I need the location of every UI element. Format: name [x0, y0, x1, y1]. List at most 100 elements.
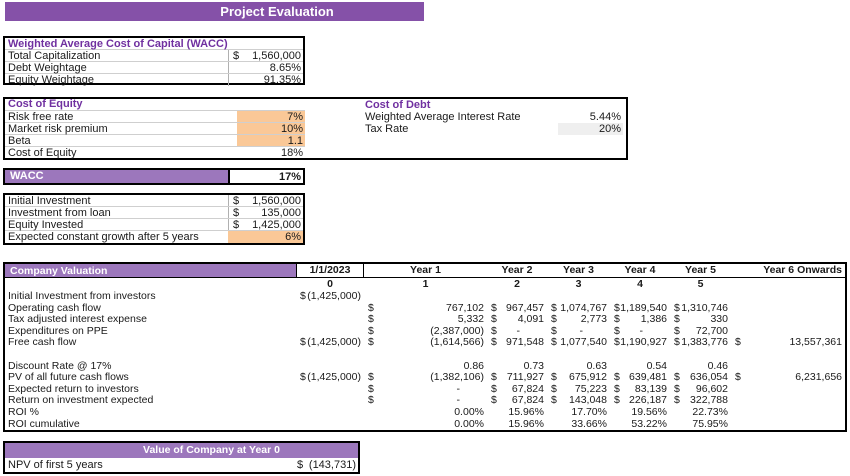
value-cell[interactable]: 22.73%: [670, 406, 731, 419]
row-label[interactable]: Tax adjusted interest expense: [8, 314, 147, 326]
row-label[interactable]: Cost of Equity: [8, 147, 77, 159]
column-header-year4[interactable]: Year 4: [610, 264, 670, 278]
value-cell[interactable]: [731, 384, 845, 396]
value-cell[interactable]: [731, 419, 845, 431]
value-cell[interactable]: $ (1,425,000): [296, 337, 364, 349]
value-cell[interactable]: $ 1,560,000: [228, 50, 303, 62]
row-label[interactable]: Equity Weightage: [8, 74, 95, 86]
row-label[interactable]: Tax Rate: [365, 123, 409, 135]
value-cell[interactable]: 0.63: [547, 360, 610, 373]
value-cell[interactable]: $67,824: [487, 395, 547, 407]
wacc-result-value-cell[interactable]: 17%: [228, 170, 303, 183]
value-cell[interactable]: $ (2,387,000): [364, 325, 487, 338]
value-cell[interactable]: [296, 349, 364, 361]
index-cell[interactable]: 3: [575, 278, 582, 290]
value-cell[interactable]: $96,602: [670, 383, 731, 396]
value-cell[interactable]: [670, 349, 731, 361]
value-cell[interactable]: [670, 291, 731, 303]
row-label[interactable]: NPV of first 5 years: [8, 459, 103, 471]
value-cell[interactable]: 15.96%: [487, 418, 547, 431]
index-cell[interactable]: 0: [327, 278, 333, 290]
value-cell-highlighted[interactable]: 7%: [237, 111, 305, 123]
column-header-year6[interactable]: Year 6 Onwards: [731, 264, 845, 278]
row-label[interactable]: Weighted Average Interest Rate: [365, 111, 521, 123]
row-label[interactable]: Operating cash flow: [8, 302, 101, 314]
value-cell[interactable]: [296, 314, 364, 326]
value-cell[interactable]: $83,139: [610, 383, 670, 396]
value-cell[interactable]: [364, 291, 487, 303]
value-cell[interactable]: [731, 407, 845, 419]
value-cell[interactable]: [731, 303, 845, 315]
column-header-year1[interactable]: Year 1: [364, 264, 487, 278]
row-label[interactable]: Expected return to investors: [8, 383, 139, 395]
index-cell[interactable]: 1: [422, 278, 429, 290]
value-cell[interactable]: 0.46: [670, 360, 731, 373]
value-cell[interactable]: $2,773: [547, 314, 610, 326]
value-cell[interactable]: $6,231,656: [731, 372, 845, 384]
wacc-result-label[interactable]: WACC: [5, 170, 228, 183]
column-header-year2[interactable]: Year 2: [487, 264, 547, 278]
value-cell[interactable]: [296, 384, 364, 396]
page-title-banner[interactable]: Project Evaluation: [5, 2, 424, 21]
row-label[interactable]: Free cash flow: [8, 337, 77, 349]
value-cell[interactable]: $971,548: [487, 337, 547, 349]
value-cell[interactable]: [547, 291, 610, 303]
company-value-title-banner[interactable]: Value of Company at Year 0: [5, 443, 358, 458]
value-cell[interactable]: $1,074,767: [547, 302, 610, 315]
value-cell[interactable]: 91.35%: [228, 74, 303, 86]
value-cell[interactable]: [731, 314, 845, 326]
row-label[interactable]: Investment from loan: [8, 206, 111, 219]
value-cell[interactable]: $75,223: [547, 383, 610, 396]
index-cell[interactable]: 2: [514, 278, 520, 290]
value-cell-highlighted[interactable]: 6%: [228, 231, 303, 243]
value-cell[interactable]: [731, 349, 845, 361]
value-cell[interactable]: $ (1,382,106): [364, 372, 487, 384]
value-cell[interactable]: $ -: [610, 325, 670, 338]
row-label[interactable]: Initial Investment from investors: [8, 291, 156, 302]
value-cell[interactable]: $675,912: [547, 372, 610, 384]
value-cell[interactable]: $330: [670, 314, 731, 326]
value-cell[interactable]: 0.86: [364, 360, 487, 373]
value-cell[interactable]: $711,927: [487, 372, 547, 384]
value-cell[interactable]: 17.70%: [547, 406, 610, 419]
value-cell[interactable]: [610, 349, 670, 361]
row-label[interactable]: [5, 349, 296, 361]
value-cell[interactable]: 5.44%: [558, 111, 623, 123]
index-cell[interactable]: 5: [697, 278, 704, 290]
value-cell[interactable]: $ (143,731): [293, 458, 358, 472]
row-label[interactable]: Beta: [8, 134, 31, 147]
value-cell[interactable]: $143,048: [547, 395, 610, 407]
value-cell[interactable]: 0.00%: [364, 406, 487, 419]
value-cell[interactable]: 33.66%: [547, 418, 610, 431]
value-cell[interactable]: 53.22%: [610, 418, 670, 431]
value-cell[interactable]: $1,189,540: [610, 302, 670, 315]
value-cell[interactable]: $5,332: [364, 314, 487, 326]
cost-of-debt-title[interactable]: Cost of Debt: [365, 98, 431, 111]
value-cell[interactable]: 8.65%: [228, 62, 303, 74]
value-cell[interactable]: $ 1,425,000: [228, 219, 303, 231]
row-label[interactable]: ROI %: [8, 406, 39, 418]
value-cell[interactable]: $1,077,540: [547, 337, 610, 349]
column-header-date[interactable]: 1/1/2023: [296, 264, 364, 278]
value-cell[interactable]: $ -: [487, 325, 547, 338]
value-cell-highlighted[interactable]: 20%: [558, 123, 623, 135]
value-cell[interactable]: $ 135,000: [228, 207, 303, 219]
value-cell[interactable]: 0.54: [610, 360, 670, 373]
value-cell[interactable]: [547, 349, 610, 361]
value-cell[interactable]: $ (1,425,000): [296, 372, 364, 384]
value-cell[interactable]: $636,054: [670, 372, 731, 384]
value-cell[interactable]: 15.96%: [487, 406, 547, 419]
value-cell[interactable]: [487, 349, 547, 361]
value-cell[interactable]: 0.00%: [364, 418, 487, 431]
value-cell[interactable]: 18%: [237, 147, 305, 159]
value-cell[interactable]: [487, 291, 547, 303]
value-cell[interactable]: [731, 395, 845, 407]
value-cell[interactable]: $4,091: [487, 314, 547, 326]
value-cell[interactable]: $ -: [547, 325, 610, 338]
value-cell[interactable]: 75.95%: [670, 418, 731, 431]
value-cell[interactable]: [610, 291, 670, 303]
value-cell[interactable]: $ (1,425,000): [296, 290, 364, 303]
value-cell[interactable]: [364, 349, 487, 361]
cost-of-equity-title[interactable]: Cost of Equity: [8, 98, 83, 110]
value-cell[interactable]: $967,457: [487, 302, 547, 315]
